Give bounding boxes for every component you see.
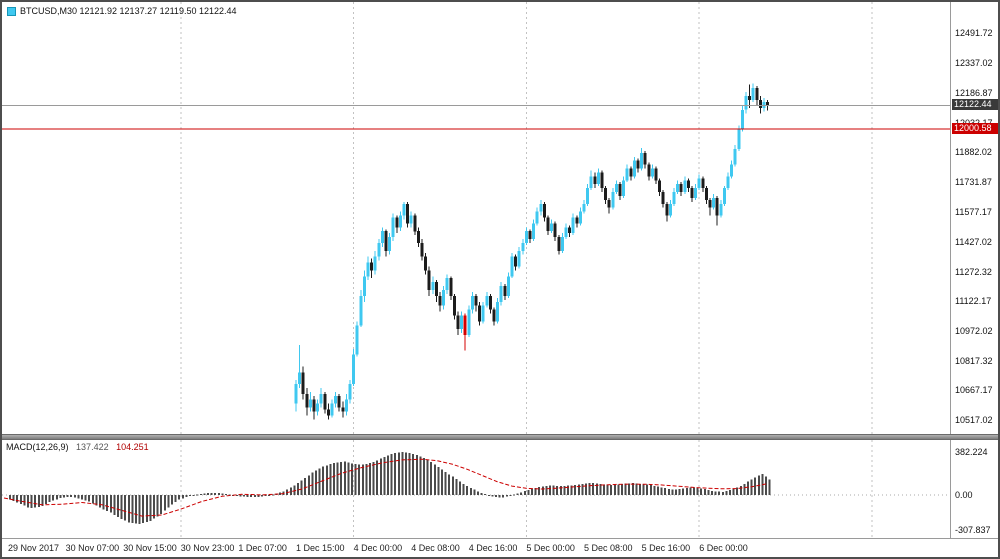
time-axis-label: 4 Dec 16:00 [468, 543, 518, 553]
macd-axis-label: -307.837 [955, 524, 991, 535]
alert-level-label[interactable]: 12000.58 [952, 123, 998, 135]
symbol-readout: BTCUSD,M30 12121.92 12137.27 12119.50 12… [7, 6, 237, 16]
price-axis-label: 11272.32 [955, 266, 992, 277]
price-axis-label: 11577.17 [955, 207, 992, 218]
price-axis-label: 11122.17 [955, 296, 992, 307]
time-axis-label: 4 Dec 08:00 [411, 543, 460, 553]
panel-resize-handle[interactable] [2, 434, 998, 440]
time-axis-label: 29 Nov 2017 [8, 543, 60, 553]
time-axis-label: 1 Dec 15:00 [296, 543, 345, 553]
candles-layer [294, 83, 770, 420]
price-axis-label: 12337.02 [955, 58, 993, 69]
macd-readout: MACD(12,26,9) 137.422 104.251 [6, 442, 149, 452]
time-axis-label: 5 Dec 00:00 [526, 543, 575, 553]
grid-lines [180, 440, 873, 537]
macd-axis-label: 382.224 [955, 446, 988, 457]
symbol-swatch-icon [7, 6, 16, 16]
price-axis-label: 12186.87 [955, 87, 993, 98]
price-axis-label: 11882.02 [955, 147, 992, 158]
price-axis-label: 11427.02 [955, 236, 992, 247]
price-axis-label: 10972.02 [955, 325, 993, 336]
price-axis-label: 12491.72 [955, 28, 993, 38]
time-axis-label: 5 Dec 16:00 [641, 543, 691, 553]
time-axis-label: 1 Dec 07:00 [238, 543, 287, 553]
time-axis[interactable]: 29 Nov 2017 30 Nov 07:00 30 Nov 15:00 30 No… [2, 538, 998, 557]
time-axis-label: 5 Dec 08:00 [584, 543, 633, 553]
macd-main-value: 137.422 [76, 442, 109, 452]
price-axis-label: 12032.17 [955, 118, 993, 128]
ohlc-readout-text: BTCUSD,M30 12121.92 12137.27 12119.50 12… [20, 6, 237, 16]
macd-signal-value: 104.251 [116, 442, 149, 452]
time-axis-label: 4 Dec 00:00 [353, 543, 403, 553]
time-axis-label: 30 Nov 15:00 [123, 543, 177, 553]
time-axis-label: 6 Dec 00:00 [699, 543, 748, 553]
current-price-label[interactable]: 12122.44 [952, 99, 998, 111]
macd-signal-line [3, 458, 769, 517]
price-chart-plot[interactable] [2, 2, 950, 434]
macd-label: MACD(12,26,9) [6, 442, 69, 452]
grid-lines [180, 2, 873, 434]
price-axis-label: 10817.32 [955, 356, 993, 367]
time-axis-label: 30 Nov 23:00 [180, 543, 235, 553]
macd-plot[interactable] [2, 440, 950, 537]
price-axis-label: 11731.87 [955, 176, 992, 187]
price-axis-label: 10517.02 [955, 414, 993, 425]
price-axis[interactable]: 12122.44 12000.58 12491.72 12337.02 12186.87… [950, 2, 998, 538]
price-axis-label: 10667.17 [955, 385, 993, 396]
macd-histogram [9, 452, 771, 524]
macd-axis-label: 0.00 [955, 490, 973, 501]
time-axis-label: 30 Nov 07:00 [65, 543, 120, 553]
